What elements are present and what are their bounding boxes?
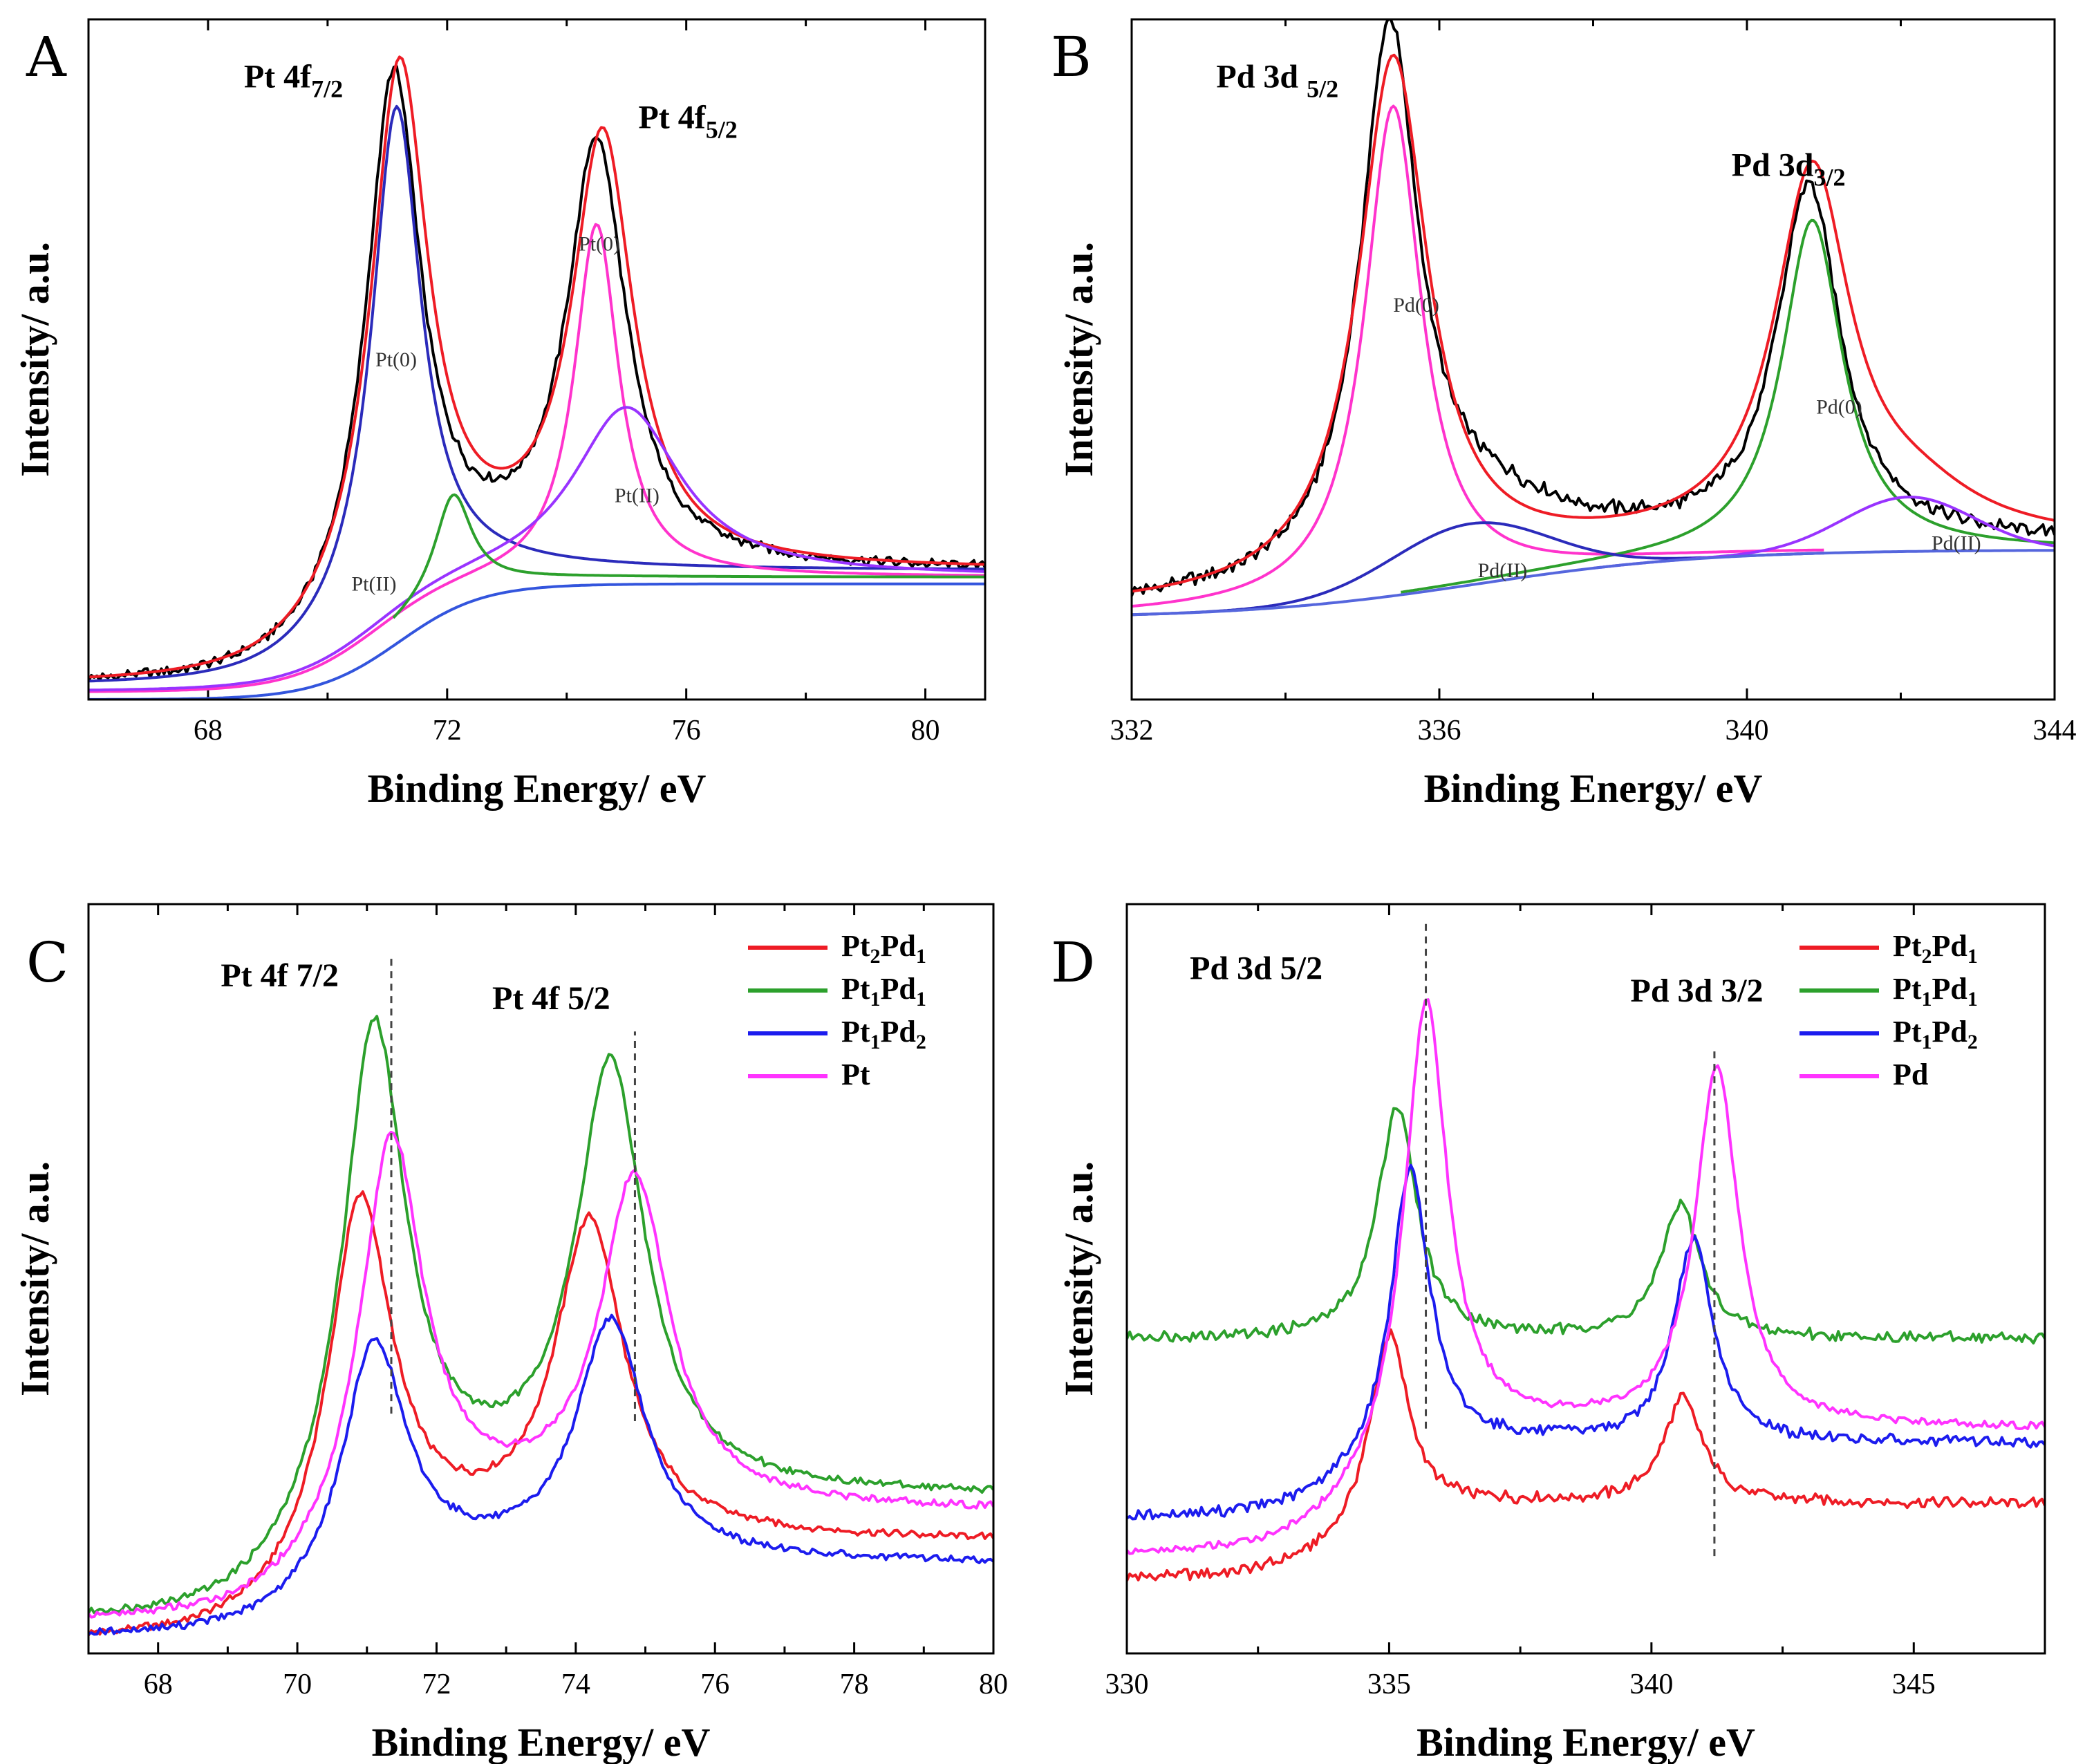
x-tick-label: 68 <box>194 715 223 747</box>
legend: Pt2Pd1 Pt1Pd1 Pt1Pd2 Pt <box>748 929 926 1091</box>
panel-letter: A <box>26 25 67 89</box>
x-tick-label: 335 <box>1367 1669 1411 1700</box>
x-tick-label: 332 <box>1110 715 1154 747</box>
series-group <box>1127 998 2045 1582</box>
component-label: Pt(II) <box>351 573 396 596</box>
series-line-pt-0-4f7-2 <box>88 104 985 683</box>
legend-entry: Pt2Pd1 <box>841 929 926 968</box>
panel-d: D 330 335 340 345 Binding Energy/ eV Intensity… <box>1051 903 2046 1764</box>
series-line-background <box>88 582 985 700</box>
legend-entry: Pt1Pd2 <box>841 1015 926 1053</box>
series-line-pt <box>88 1130 993 1619</box>
peak-title: Pd 3d 3/2 <box>1631 973 1764 1009</box>
x-tick-label: 80 <box>911 715 940 747</box>
peak-title: Pd 3d 5/2 <box>1216 58 1338 102</box>
plot-frame <box>87 18 987 701</box>
x-axis-label: Binding Energy/ eV <box>368 766 707 811</box>
legend-entry: Pt <box>841 1058 870 1091</box>
component-label: Pt(II) <box>615 485 660 507</box>
peak-title: Pd 3d3/2 <box>1732 147 1846 191</box>
peak-title: Pt 4f7/2 <box>244 58 343 102</box>
x-tick-label: 76 <box>700 1669 729 1700</box>
x-tick-label: 340 <box>1726 715 1769 747</box>
x-tick-label: 344 <box>2033 715 2077 747</box>
series-line-pt1pd1 <box>88 1015 993 1615</box>
plot-frame <box>1130 18 2056 701</box>
plot-frame <box>87 903 995 1655</box>
y-axis-label: Intensity/ a.u. <box>1056 1161 1101 1396</box>
legend-entry: Pt1Pd1 <box>1893 972 1978 1011</box>
series-group <box>1132 19 2055 617</box>
series-line-raw <box>1132 19 2055 597</box>
x-tick-label: 330 <box>1105 1669 1149 1700</box>
series-line-pd-0-3d5-2 <box>1132 104 1824 608</box>
component-label: Pd(II) <box>1932 532 1981 555</box>
series-line-pt1pd2 <box>1127 1163 2045 1521</box>
x-tick-label: 70 <box>283 1669 312 1700</box>
legend-entry: Pt1Pd1 <box>841 972 926 1011</box>
y-axis-label: Intensity/ a.u. <box>1056 242 1101 477</box>
x-axis-ticks: 68 72 76 80 <box>87 19 940 747</box>
component-label: Pt(0) <box>579 233 620 256</box>
legend-entry: Pt1Pd2 <box>1893 1015 1978 1053</box>
series-line-fit <box>88 55 985 679</box>
series-line-pd <box>1127 998 2045 1555</box>
x-tick-label: 72 <box>433 715 462 747</box>
x-tick-label: 336 <box>1418 715 1461 747</box>
peak-title: Pt 4f 7/2 <box>221 957 339 994</box>
panel-letter: C <box>26 930 68 995</box>
component-label: Pd(0) <box>1816 396 1862 419</box>
panel-letter: D <box>1051 930 1095 995</box>
legend-entry: Pd <box>1893 1058 1928 1091</box>
y-axis-label: Intensity/ a.u. <box>12 1161 57 1396</box>
series-line-pt-0-4f5-2 <box>88 223 985 693</box>
series-line-pt1pd1 <box>1127 1107 2045 1345</box>
x-tick-label: 68 <box>144 1669 173 1700</box>
x-tick-label: 72 <box>422 1669 451 1700</box>
x-axis-label: Binding Energy/ eV <box>372 1720 711 1764</box>
peak-title: Pt 4f 5/2 <box>492 980 610 1017</box>
series-group <box>88 1015 993 1636</box>
x-tick-label: 78 <box>840 1669 869 1700</box>
panel-b: B 332 336 340 344 Binding Energy/ eV Intensity… <box>1051 18 2077 811</box>
plot-frame <box>1125 903 2046 1655</box>
series-line-pd-0-3d3-2 <box>1401 218 2055 594</box>
x-axis-label: Binding Energy/ eV <box>1424 766 1763 811</box>
x-tick-label: 76 <box>672 715 701 747</box>
x-axis-ticks: 332 336 340 344 <box>1110 19 2077 747</box>
series-group <box>88 55 985 700</box>
series-line-pt-ii-4f7-2 <box>392 493 985 619</box>
series-line-pt-ii-4f5-2 <box>88 406 985 692</box>
series-line-pt2pd1 <box>88 1190 993 1636</box>
x-tick-label: 74 <box>561 1669 590 1700</box>
x-axis-label: Binding Energy/ eV <box>1417 1720 1755 1764</box>
x-tick-label: 345 <box>1892 1669 1936 1700</box>
x-tick-label: 340 <box>1629 1669 1673 1700</box>
x-tick-label: 80 <box>979 1669 1008 1700</box>
panel-letter: B <box>1051 25 1092 89</box>
legend: Pt2Pd1 Pt1Pd1 Pt1Pd2 Pd <box>1799 929 1978 1091</box>
series-line-pt2pd1 <box>1127 1328 2045 1582</box>
component-label: Pd(0) <box>1393 294 1439 317</box>
series-line-pt1pd2 <box>88 1313 993 1636</box>
component-label: Pd(II) <box>1478 559 1528 582</box>
panel-c: C 68 70 72 74 76 78 80 Binding Energy/ eV Intensi… <box>12 903 1008 1764</box>
series-line-background <box>1132 549 2055 617</box>
series-line-fit <box>1132 53 2055 593</box>
peak-title: Pd 3d 5/2 <box>1190 950 1322 986</box>
legend-entry: Pt2Pd1 <box>1893 929 1978 968</box>
component-label: Pt(0) <box>375 348 417 371</box>
panel-a: A 68 72 76 80 Binding Energy/ eV Intensity/ a.… <box>12 18 987 811</box>
x-axis-ticks: 330 335 340 345 <box>1105 904 2046 1700</box>
peak-title: Pt 4f5/2 <box>638 99 737 143</box>
y-axis-label: Intensity/ a.u. <box>12 242 57 477</box>
